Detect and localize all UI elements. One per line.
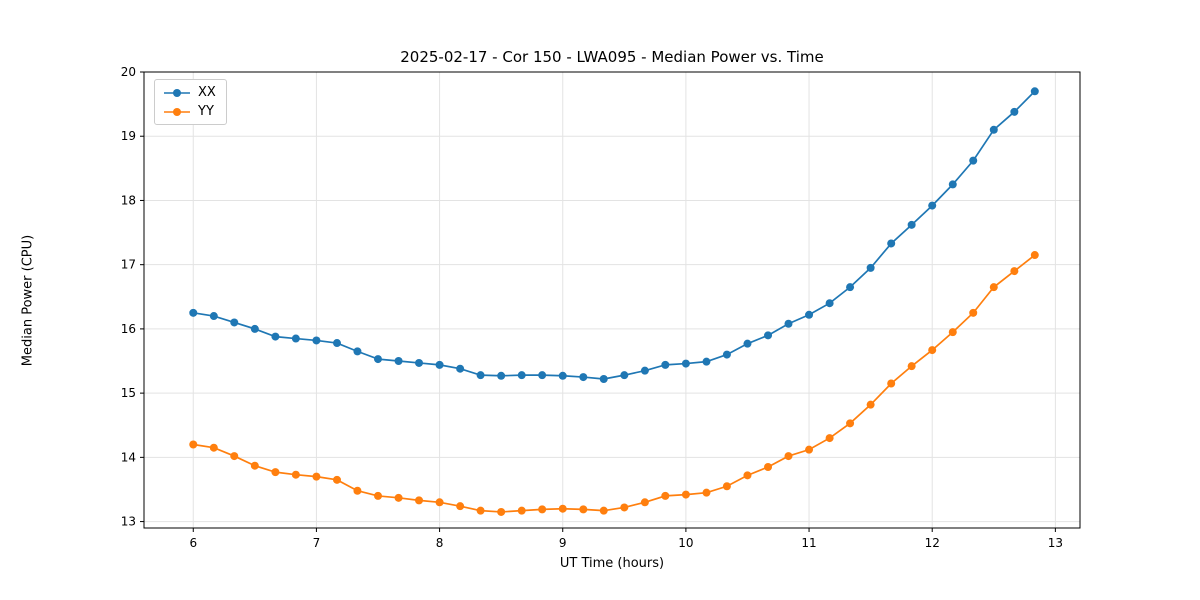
svg-text:15: 15 [121, 386, 136, 400]
svg-text:6: 6 [189, 536, 197, 550]
svg-text:9: 9 [559, 536, 567, 550]
svg-text:18: 18 [121, 193, 136, 207]
svg-text:20: 20 [121, 65, 136, 79]
svg-text:12: 12 [925, 536, 940, 550]
svg-text:13: 13 [1048, 536, 1063, 550]
svg-text:16: 16 [121, 322, 136, 336]
svg-text:19: 19 [121, 129, 136, 143]
svg-text:17: 17 [121, 258, 136, 272]
svg-text:11: 11 [801, 536, 816, 550]
svg-text:7: 7 [313, 536, 321, 550]
svg-text:13: 13 [121, 515, 136, 529]
svg-text:14: 14 [121, 450, 136, 464]
legend-label-yy: YY [198, 104, 214, 119]
legend-swatch-yy [164, 107, 190, 116]
legend-entry-xx: XX [163, 85, 216, 100]
legend: XX YY [154, 79, 227, 125]
x-axis-label: UT Time (hours) [559, 556, 665, 571]
legend-entry-yy: YY [163, 104, 216, 119]
svg-text:10: 10 [678, 536, 693, 550]
svg-text:8: 8 [436, 536, 444, 550]
legend-label-xx: XX [198, 85, 216, 100]
chart-title: 2025-02-17 - Cor 150 - LWA095 - Median P… [400, 48, 824, 66]
y-axis-label: Median Power (CPU) [20, 234, 36, 367]
legend-swatch-xx [164, 88, 190, 97]
